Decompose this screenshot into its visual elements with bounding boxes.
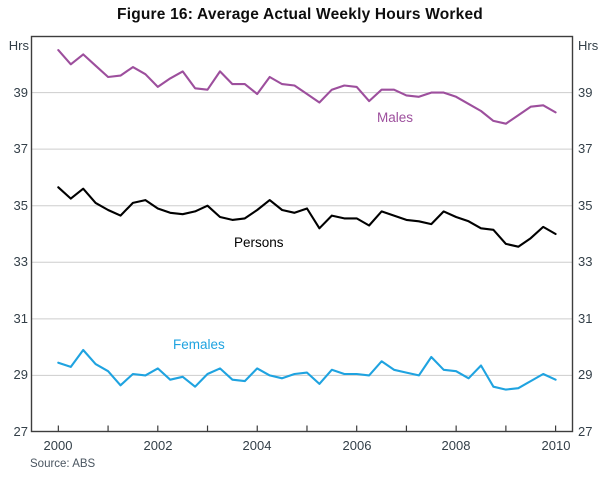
y-axis-label-right: 39 bbox=[578, 85, 593, 100]
y-axis-label-right: 35 bbox=[578, 198, 593, 213]
x-axis-label: 2010 bbox=[541, 438, 571, 453]
y-axis-label-left: 31 bbox=[13, 311, 28, 326]
y-axis-label-left: 27 bbox=[13, 424, 28, 439]
y-axis-label-right: 37 bbox=[578, 141, 593, 156]
x-axis-label: 2004 bbox=[242, 438, 272, 453]
y-axis-label-left: 39 bbox=[13, 85, 28, 100]
line-series-persons bbox=[57, 186, 557, 248]
x-axis-label: 2006 bbox=[342, 438, 372, 453]
series-label-persons: Persons bbox=[234, 235, 284, 250]
y-axis-unit-left: Hrs bbox=[8, 38, 29, 53]
series-label-males: Males bbox=[377, 110, 414, 125]
plot-frame bbox=[30, 35, 574, 433]
y-axis-unit-right: Hrs bbox=[578, 38, 599, 53]
figure-title: Figure 16: Average Actual Weekly Hours W… bbox=[117, 6, 483, 23]
y-axis-label-right: 27 bbox=[578, 424, 593, 439]
series-label-females: Females bbox=[173, 337, 225, 352]
x-axis-label: 2008 bbox=[441, 438, 471, 453]
line-series-females bbox=[57, 348, 557, 391]
source-note: Source: ABS bbox=[30, 458, 96, 470]
y-axis-label-left: 33 bbox=[13, 254, 28, 269]
x-axis-label: 2000 bbox=[43, 438, 73, 453]
y-axis-label-left: 35 bbox=[13, 198, 28, 213]
y-axis-label-left: 37 bbox=[13, 141, 28, 156]
line-series-males bbox=[57, 49, 557, 125]
y-axis-label-right: 29 bbox=[578, 367, 593, 382]
y-axis-label-left: 29 bbox=[13, 367, 28, 382]
x-axis-label: 2002 bbox=[143, 438, 173, 453]
y-axis-label-right: 31 bbox=[578, 311, 593, 326]
y-axis-label-right: 33 bbox=[578, 254, 593, 269]
